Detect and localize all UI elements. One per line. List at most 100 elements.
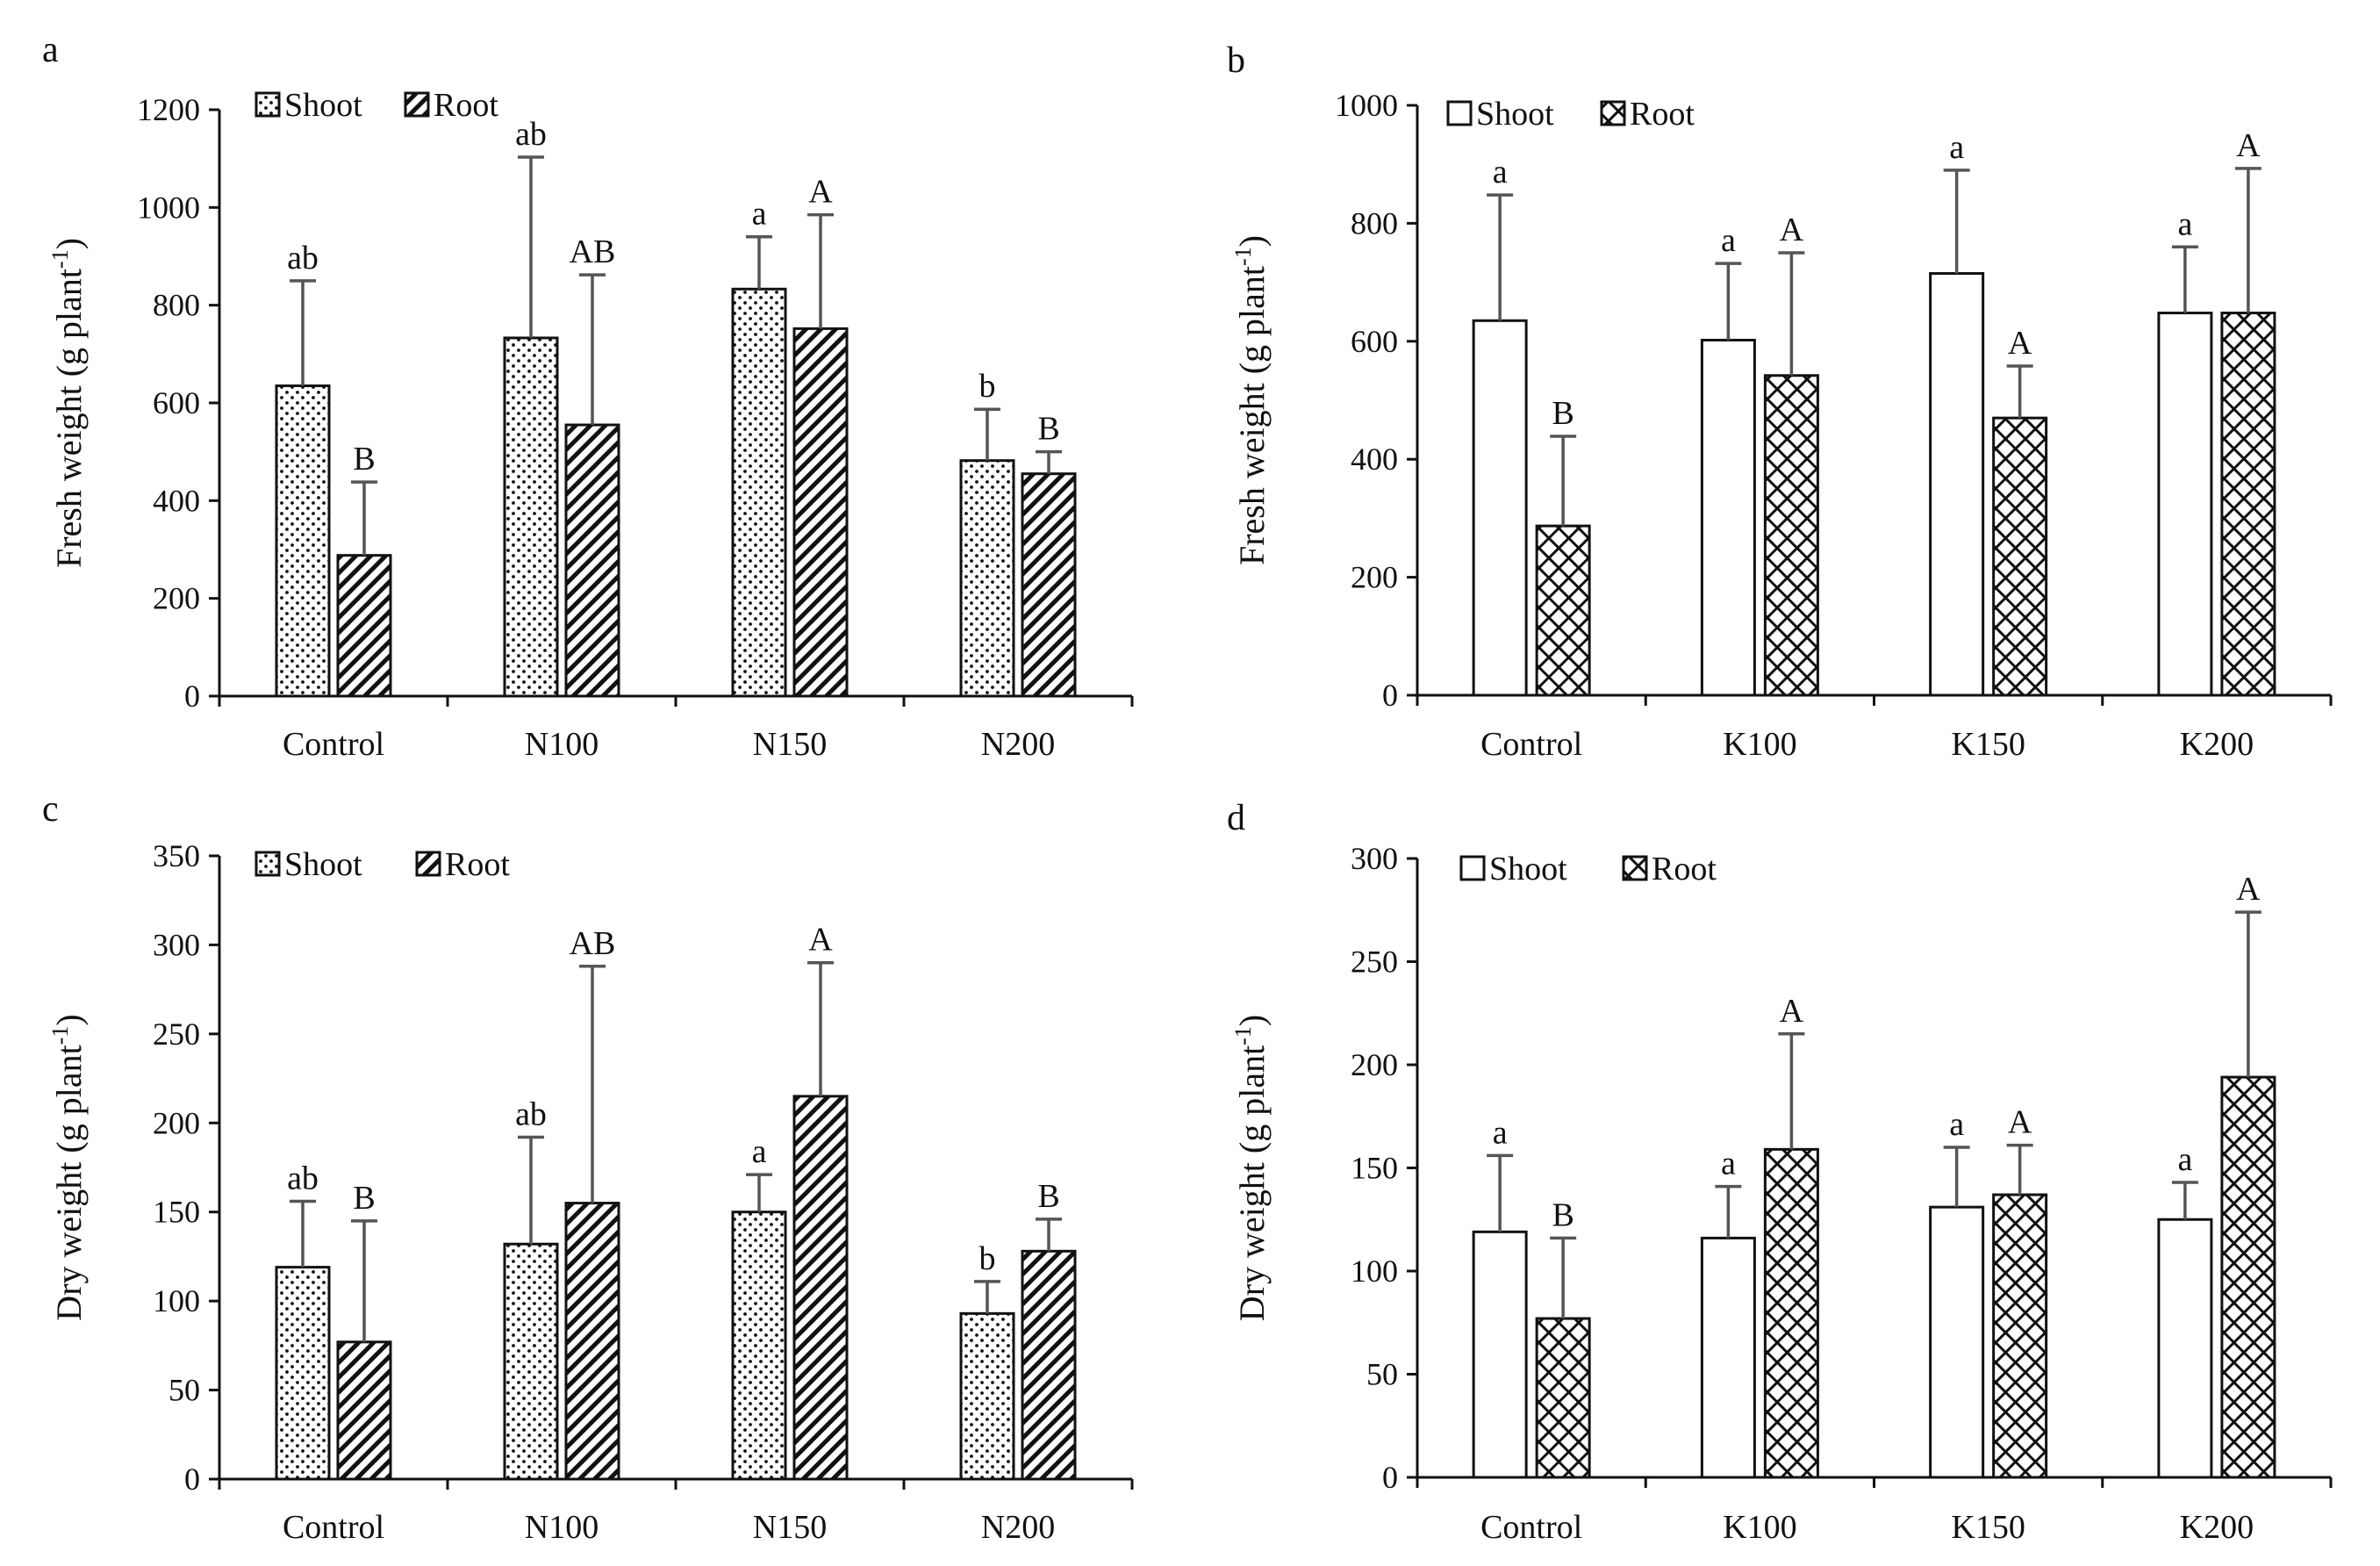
- y-tick-label: 0: [184, 679, 200, 714]
- category-label: K100: [1723, 1509, 1796, 1546]
- bar-shoot: [2157, 1218, 2213, 1479]
- y-tick-label: 200: [153, 581, 200, 616]
- significance-label: ab: [287, 1160, 319, 1197]
- bar-shoot: [503, 1242, 559, 1481]
- category-label: Control: [283, 1509, 384, 1546]
- significance-label: AB: [570, 925, 616, 962]
- bar-root: [564, 423, 620, 698]
- significance-label: a: [2177, 1141, 2192, 1178]
- y-tick-label: 0: [184, 1462, 200, 1497]
- legend-label-root: Root: [434, 87, 498, 124]
- legend-label-shoot: Shoot: [284, 87, 362, 124]
- y-tick-label: 250: [153, 1016, 200, 1052]
- bar-shoot: [731, 287, 787, 698]
- significance-label: a: [1493, 1114, 1508, 1151]
- bar-root: [1021, 1249, 1077, 1481]
- significance-label: B: [1037, 1178, 1059, 1215]
- y-tick-label: 200: [153, 1105, 200, 1140]
- legend-label-root: Root: [1630, 96, 1695, 133]
- legend-label-root: Root: [1652, 851, 1717, 887]
- significance-label: A: [1780, 212, 1804, 248]
- bar-shoot: [275, 384, 331, 698]
- significance-label: B: [353, 441, 375, 478]
- bar-root: [1021, 472, 1077, 698]
- y-tick-label: 1200: [137, 92, 200, 127]
- y-tick-label: 1000: [137, 190, 200, 225]
- significance-label: a: [1721, 222, 1736, 259]
- y-tick-label: 400: [153, 483, 200, 518]
- bar-root: [2220, 1075, 2276, 1479]
- legend-swatch-root: [415, 851, 441, 877]
- legend-swatch-root: [1622, 855, 1648, 881]
- significance-label: B: [353, 1180, 375, 1217]
- significance-label: A: [808, 922, 833, 959]
- significance-label: ab: [515, 116, 547, 153]
- y-tick-label: 0: [1382, 1460, 1398, 1495]
- y-axis-title: Dry weight (g plant-1): [47, 1014, 89, 1320]
- bar-root: [1763, 1147, 1819, 1479]
- legend-swatch-shoot: [254, 91, 281, 118]
- bar-root: [792, 1095, 849, 1481]
- y-tick-label: 800: [153, 288, 200, 323]
- bar-shoot: [1700, 1236, 1756, 1479]
- category-label: Control: [283, 726, 384, 763]
- y-tick-label: 600: [153, 385, 200, 420]
- category-label: K100: [1723, 726, 1796, 763]
- significance-label: B: [1552, 395, 1574, 432]
- significance-label: A: [2008, 1104, 2032, 1141]
- bar-root: [336, 1340, 392, 1481]
- legend-swatch-root: [404, 91, 430, 118]
- bar-shoot: [1929, 272, 1985, 697]
- legend-label-shoot: Shoot: [284, 846, 362, 883]
- bar-root: [2220, 312, 2276, 697]
- y-tick-label: 1000: [1335, 88, 1398, 123]
- bar-root: [1992, 1193, 2048, 1479]
- significance-label: ab: [515, 1096, 547, 1133]
- significance-label: a: [1949, 129, 1964, 166]
- bar-root: [564, 1202, 620, 1481]
- bar-root: [1763, 374, 1819, 697]
- chart-panel-a: a 0 200 400 600 800 1000 1200 Fresh weight (g pl…: [42, 30, 1134, 763]
- bar-shoot: [503, 336, 559, 698]
- significance-label: A: [808, 174, 833, 211]
- significance-label: a: [1493, 154, 1508, 190]
- bar-root: [336, 554, 392, 698]
- bar-root: [1535, 1317, 1591, 1479]
- category-label: K200: [2180, 726, 2254, 763]
- y-axis-title: Fresh weight (g plant-1): [1230, 235, 1272, 565]
- bar-shoot: [959, 459, 1015, 698]
- legend-label-root: Root: [445, 846, 510, 883]
- y-tick-label: 100: [1351, 1254, 1398, 1289]
- bar-shoot: [1472, 319, 1528, 697]
- y-tick-label: 100: [153, 1283, 200, 1318]
- bar-root: [1992, 416, 2048, 697]
- significance-label: a: [2177, 205, 2192, 242]
- significance-label: ab: [287, 240, 319, 277]
- significance-label: A: [2236, 127, 2261, 164]
- significance-label: A: [1780, 993, 1804, 1030]
- significance-label: a: [752, 196, 767, 233]
- bar-shoot: [1472, 1230, 1528, 1479]
- category-label: K150: [1951, 726, 2025, 763]
- legend-swatch-shoot: [1459, 855, 1486, 881]
- y-tick-label: 50: [1366, 1357, 1398, 1392]
- chart-panel-c: c 0 50 100 150 200 250 300 350 Dry weight (g plan…: [42, 789, 1134, 1546]
- y-tick-label: 0: [1382, 678, 1398, 713]
- panel-letter: d: [1227, 798, 1245, 838]
- significance-label: A: [2008, 325, 2032, 362]
- bar-shoot: [1929, 1205, 1985, 1479]
- legend-swatch-root: [1600, 100, 1626, 126]
- category-label: N200: [981, 726, 1055, 763]
- y-tick-label: 400: [1351, 442, 1398, 477]
- y-tick-label: 350: [153, 838, 200, 873]
- category-label: N150: [753, 1509, 827, 1546]
- category-label: N100: [525, 1509, 599, 1546]
- y-tick-label: 600: [1351, 324, 1398, 359]
- y-tick-label: 200: [1351, 560, 1398, 595]
- chart-panel-b: b 0 200 400 600 800 1000 Fresh weight (g plant-…: [1227, 40, 2333, 763]
- legend-label-shoot: Shoot: [1489, 851, 1567, 887]
- legend-swatch-shoot: [1446, 100, 1473, 126]
- panel-letter: c: [42, 789, 59, 830]
- significance-label: a: [1721, 1146, 1736, 1182]
